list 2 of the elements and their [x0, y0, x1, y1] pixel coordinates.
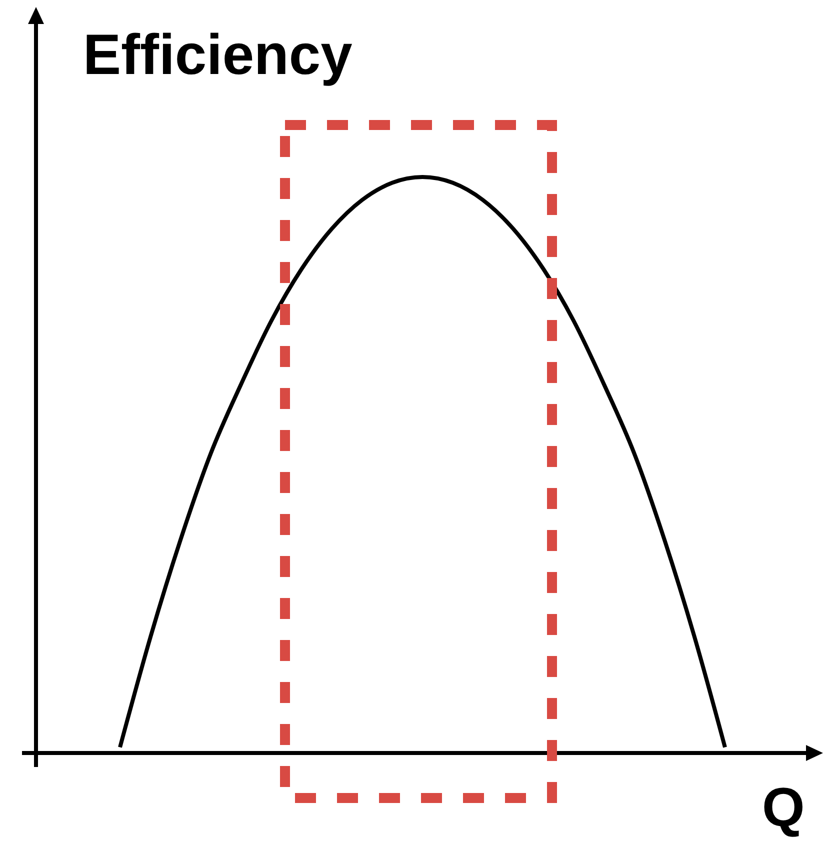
x-axis-title: Q	[762, 776, 805, 838]
y-axis-title: Efficiency	[83, 23, 353, 87]
